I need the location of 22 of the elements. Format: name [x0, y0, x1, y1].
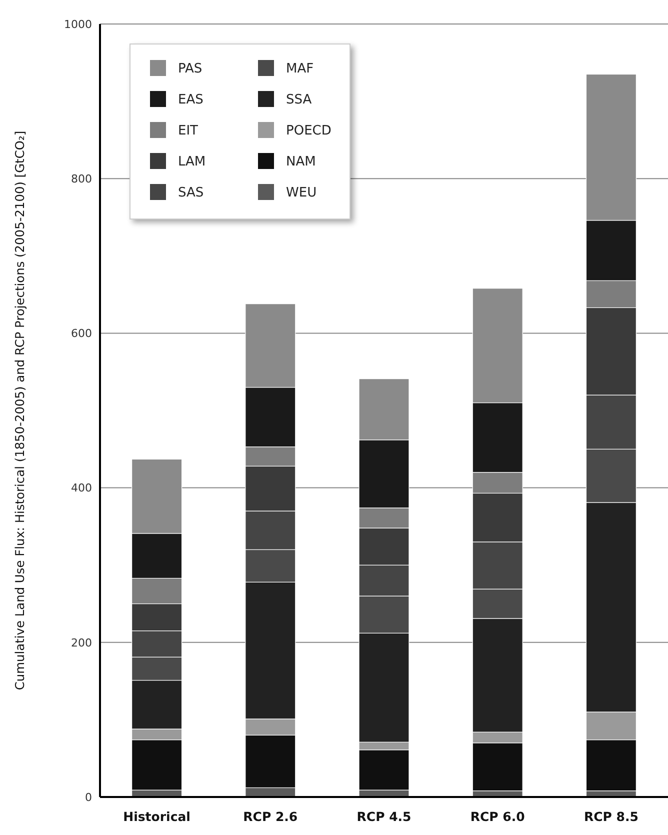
- legend-label: SSA: [286, 92, 312, 108]
- y-tick-label: 0: [85, 790, 92, 804]
- legend-label: POECD: [286, 124, 332, 139]
- legend-label: LAM: [178, 154, 206, 170]
- legend-label: NAM: [286, 154, 316, 170]
- x-tick-label: RCP 8.5: [584, 809, 638, 824]
- legend-label: MAF: [286, 62, 314, 77]
- y-axis-title: Cumulative Land Use Flux: Historical (1850-2005) and RCP Projections (2005-2100) [GtCO₂]: [13, 130, 27, 690]
- y-tick-label: 800: [71, 172, 92, 186]
- y-tick-label: 400: [71, 482, 92, 495]
- legend-label: WEU: [286, 186, 317, 201]
- legend-label: PAS: [178, 62, 202, 77]
- legend-label: SAS: [178, 186, 204, 201]
- x-tick-label: RCP 2.6: [243, 809, 298, 824]
- y-tick-label: 1000: [64, 18, 92, 31]
- legend-label: EAS: [178, 92, 204, 108]
- x-tick-label: RCP 4.5: [356, 809, 412, 824]
- x-tick-label: RCP 6.0: [470, 809, 526, 824]
- legend-label: EIT: [178, 124, 198, 139]
- y-tick-label: 200: [71, 636, 92, 650]
- x-tick-label: Historical: [123, 809, 190, 824]
- y-tick-label: 600: [71, 327, 92, 340]
